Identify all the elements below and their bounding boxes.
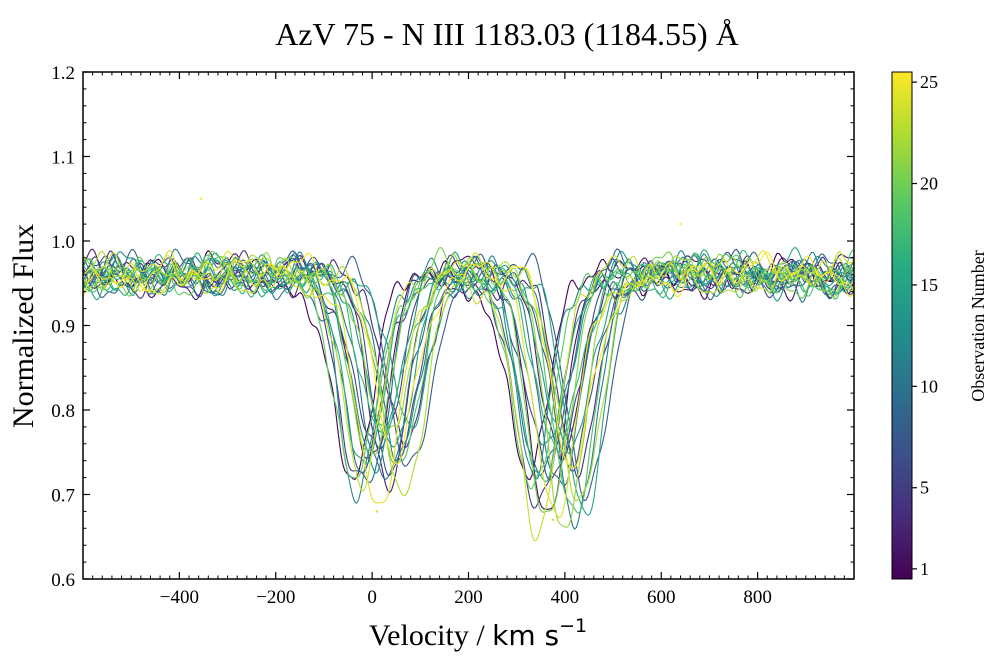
series-line: [83, 247, 854, 513]
series-line: [83, 250, 854, 519]
series-line: [83, 251, 854, 529]
colorbar-tick-label: 25: [920, 72, 938, 92]
x-tick-label: −200: [256, 587, 295, 608]
colorbar-tick-label: 15: [920, 275, 938, 295]
colorbar-tick-label: 10: [920, 376, 938, 396]
y-tick-label: 0.6: [51, 570, 75, 591]
plot-frame: [82, 71, 855, 580]
colorbar: [891, 71, 913, 580]
series-line: [83, 253, 854, 510]
series-group: [83, 197, 854, 542]
colorbar-tick-label: 1: [920, 559, 929, 579]
feature-point: [375, 510, 379, 513]
x-tick-label: 200: [454, 587, 483, 608]
x-tick-label: −400: [160, 587, 199, 608]
ticks-group: −400 −200 0 200 400 600 800 0.6 0.7 0.8 0.9 1.0 1.1 1…: [51, 63, 855, 608]
colorbar-tick-label: 20: [920, 174, 938, 194]
y-tick-label: 1.2: [51, 63, 75, 84]
colorbar-label: Observation Number: [968, 250, 988, 401]
feature-point: [199, 197, 203, 200]
x-tick-label: 600: [647, 587, 676, 608]
x-axis-label: Velocity / km s−1: [369, 615, 587, 652]
series-line: [83, 250, 854, 474]
x-tick-label: 400: [551, 587, 580, 608]
series-line: [83, 249, 854, 542]
x-tick-label: 800: [743, 587, 772, 608]
x-tick-label: 0: [367, 587, 377, 608]
chart-title: AzV 75 - N III 1183.03 (1184.55) Å: [275, 16, 739, 52]
series-line: [83, 248, 854, 502]
series-line: [83, 251, 854, 469]
y-tick-label: 0.9: [51, 317, 75, 338]
y-tick-label: 0.8: [51, 401, 75, 422]
y-tick-label: 0.7: [51, 486, 75, 507]
y-axis-label: Normalized Flux: [7, 224, 40, 428]
series-line: [83, 251, 854, 530]
y-tick-label: 1.0: [51, 232, 75, 253]
colorbar-tick-label: 5: [920, 478, 929, 498]
feature-point: [551, 518, 555, 522]
series-line: [83, 249, 854, 514]
feature-point: [679, 222, 682, 226]
y-tick-label: 1.1: [51, 148, 75, 169]
